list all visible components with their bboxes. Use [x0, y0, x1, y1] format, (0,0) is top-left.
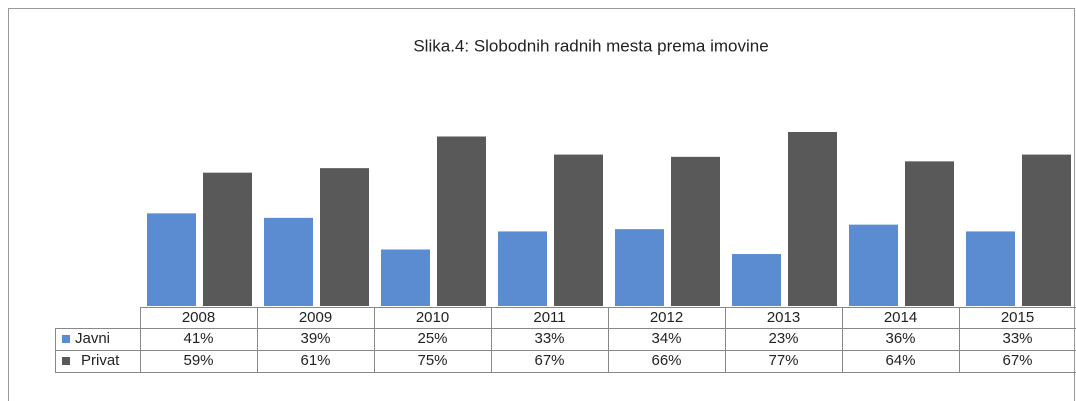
bar [849, 224, 898, 306]
legend-label: Privat [81, 352, 120, 369]
x-tick-label: 2014 [884, 309, 917, 326]
data-label: 34% [651, 330, 681, 347]
legend-label: Javni [75, 330, 110, 347]
data-label: 41% [183, 330, 213, 347]
x-tick-label: 2010 [416, 309, 449, 326]
chart-border [8, 8, 1075, 401]
data-label: 36% [885, 330, 915, 347]
bar [788, 131, 837, 306]
data-label: 66% [651, 352, 681, 369]
x-tick-label: 2008 [182, 309, 215, 326]
data-label: 39% [300, 330, 330, 347]
bar [147, 213, 196, 306]
x-tick-label: 2012 [650, 309, 683, 326]
chart-title: Slika.4: Slobodnih radnih mesta prema im… [413, 36, 768, 55]
bar [498, 231, 547, 306]
x-tick-label: 2013 [767, 309, 800, 326]
bar [615, 229, 664, 306]
data-label: 23% [768, 330, 798, 347]
x-tick-label: 2009 [299, 309, 332, 326]
data-label: 33% [1002, 330, 1032, 347]
x-tick-label: 2011 [533, 309, 565, 326]
data-label: 77% [768, 352, 798, 369]
bar [320, 168, 369, 306]
data-label: 33% [534, 330, 564, 347]
bar [437, 136, 486, 306]
data-label: 64% [885, 352, 915, 369]
bar [1022, 154, 1071, 306]
data-label: 75% [417, 352, 447, 369]
bar [905, 161, 954, 306]
data-label: 67% [534, 352, 564, 369]
bar [264, 217, 313, 306]
bar [203, 172, 252, 306]
bar [554, 154, 603, 306]
bar [381, 249, 430, 306]
data-label: 59% [183, 352, 213, 369]
data-label: 67% [1002, 352, 1032, 369]
legend-swatch [62, 335, 70, 343]
x-tick-label: 2015 [1001, 309, 1034, 326]
bar [966, 231, 1015, 306]
data-label: 61% [300, 352, 330, 369]
data-label: 25% [417, 330, 447, 347]
bar [732, 254, 781, 306]
legend-swatch [62, 357, 70, 365]
bar [671, 156, 720, 306]
